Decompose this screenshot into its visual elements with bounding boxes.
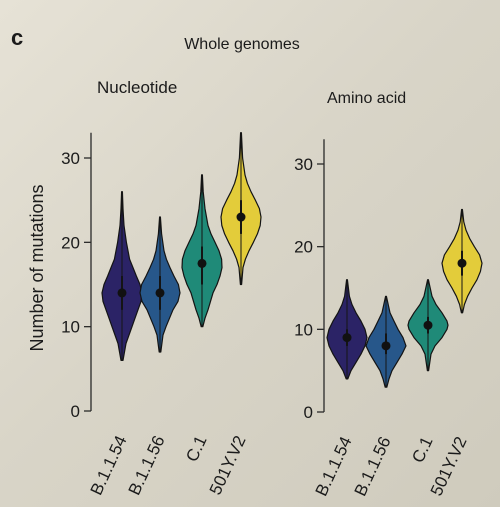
violin-median-dot: [117, 288, 127, 298]
violin-median-dot: [457, 258, 467, 268]
y-tick-label: 20: [61, 233, 80, 252]
figure-title: Whole genomes: [184, 36, 300, 53]
violin-median-dot: [197, 258, 207, 268]
panel-label: c: [11, 25, 23, 50]
y-tick-label: 10: [294, 320, 313, 339]
violin-median-dot: [155, 288, 165, 298]
x-tick-label: B.1.1.56: [351, 434, 395, 499]
y-axis-label: Number of mutations: [27, 184, 47, 351]
x-tick-label: 501Y.V2: [206, 433, 250, 498]
y-tick-label: 10: [61, 318, 80, 337]
y-tick-label: 20: [294, 238, 313, 257]
x-tick-label: B.1.1.54: [312, 434, 356, 499]
y-tick-label: 0: [304, 403, 313, 422]
x-tick-label: B.1.1.56: [125, 433, 169, 498]
x-tick-label: C.1: [408, 434, 436, 466]
x-tick-label: B.1.1.54: [87, 433, 131, 498]
right-panel-title: Amino acid: [327, 90, 406, 107]
left-panel-title: Nucleotide: [97, 78, 177, 97]
violin-median-dot: [236, 212, 246, 222]
violin-median-dot: [342, 333, 352, 343]
violin-median-dot: [381, 341, 391, 351]
y-tick-label: 30: [61, 149, 80, 168]
y-tick-label: 0: [71, 402, 80, 421]
violin-median-dot: [423, 320, 433, 330]
y-tick-label: 30: [294, 155, 313, 174]
x-tick-label: C.1: [182, 433, 210, 465]
